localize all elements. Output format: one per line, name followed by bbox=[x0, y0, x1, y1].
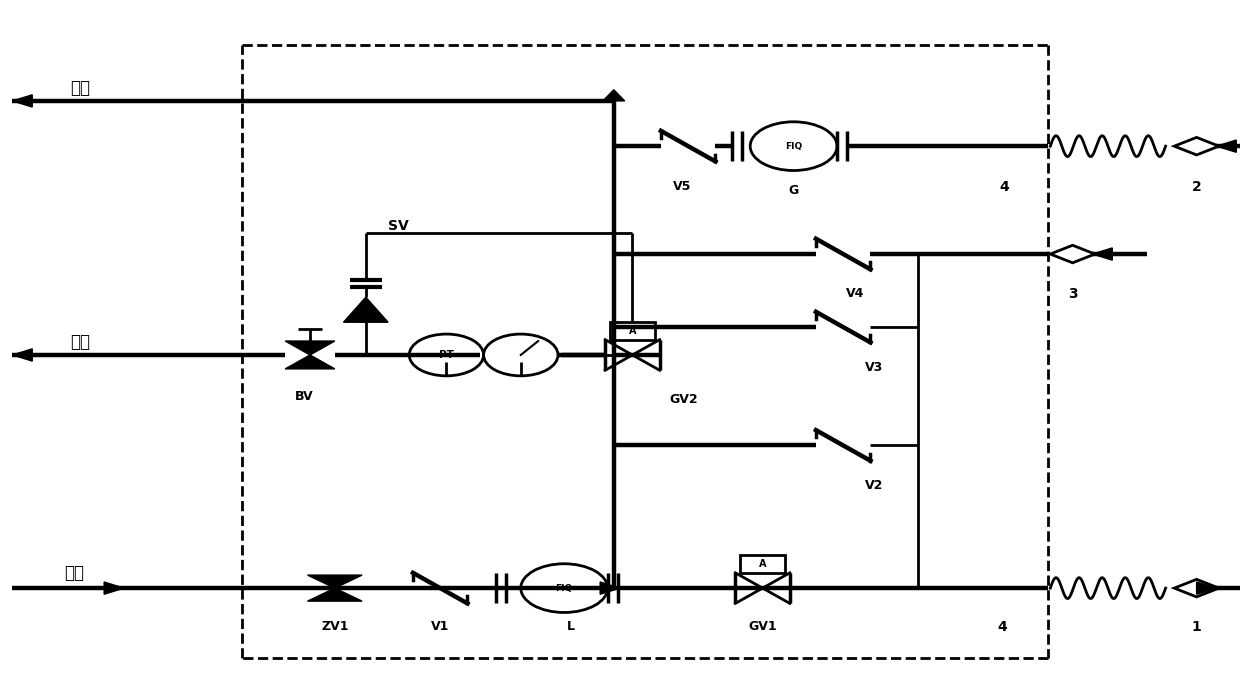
Polygon shape bbox=[12, 95, 32, 107]
Text: FIQ: FIQ bbox=[785, 142, 802, 150]
Text: 3: 3 bbox=[1068, 287, 1078, 301]
Text: V5: V5 bbox=[673, 180, 691, 193]
Text: 4: 4 bbox=[997, 620, 1007, 634]
Text: 回气: 回气 bbox=[71, 79, 91, 97]
Polygon shape bbox=[104, 582, 124, 594]
Polygon shape bbox=[600, 582, 620, 594]
Polygon shape bbox=[343, 297, 388, 322]
Text: G: G bbox=[789, 184, 799, 198]
Text: 4: 4 bbox=[999, 180, 1009, 193]
Text: 排空: 排空 bbox=[71, 333, 91, 351]
Polygon shape bbox=[285, 355, 335, 369]
Text: GV2: GV2 bbox=[670, 393, 698, 406]
Polygon shape bbox=[603, 90, 625, 101]
Text: ZV1: ZV1 bbox=[321, 620, 348, 633]
Text: L: L bbox=[567, 620, 574, 633]
Polygon shape bbox=[285, 341, 335, 355]
Text: A: A bbox=[629, 326, 636, 336]
Polygon shape bbox=[308, 588, 362, 601]
Text: BV: BV bbox=[294, 390, 314, 403]
Text: SV: SV bbox=[388, 219, 409, 233]
Text: GV1: GV1 bbox=[748, 620, 777, 633]
Text: V3: V3 bbox=[866, 361, 883, 374]
Polygon shape bbox=[1216, 140, 1236, 152]
Text: 2: 2 bbox=[1192, 180, 1202, 193]
Polygon shape bbox=[1092, 248, 1112, 260]
Text: V1: V1 bbox=[432, 620, 449, 633]
Polygon shape bbox=[308, 575, 362, 588]
Text: FIQ: FIQ bbox=[556, 584, 573, 592]
Text: 进液: 进液 bbox=[64, 564, 84, 582]
Polygon shape bbox=[12, 349, 32, 361]
Text: V4: V4 bbox=[847, 287, 864, 301]
Text: PT: PT bbox=[439, 350, 454, 360]
Text: A: A bbox=[759, 559, 766, 569]
Text: V2: V2 bbox=[866, 479, 883, 492]
Text: 1: 1 bbox=[1192, 620, 1202, 634]
Polygon shape bbox=[1197, 582, 1216, 594]
